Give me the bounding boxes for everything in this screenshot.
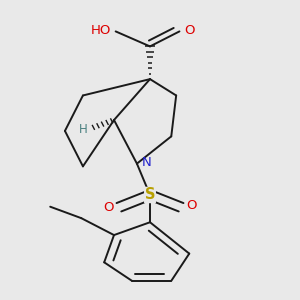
Text: HO: HO	[90, 23, 111, 37]
Text: S: S	[145, 188, 155, 202]
Text: O: O	[186, 200, 196, 212]
Text: H: H	[79, 123, 88, 136]
Text: O: O	[103, 201, 114, 214]
Text: N: N	[142, 156, 152, 169]
Text: O: O	[184, 23, 195, 37]
